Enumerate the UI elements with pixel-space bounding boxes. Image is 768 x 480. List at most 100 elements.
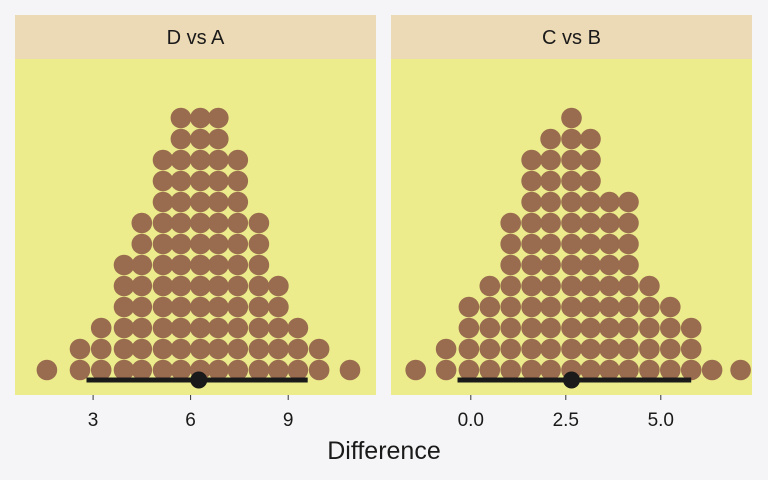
dot [540,254,561,276]
dot [152,233,174,255]
dot [561,275,582,297]
dot [248,359,270,381]
dot [521,254,542,276]
dot [152,170,174,192]
dot [580,212,601,234]
dot [540,317,561,339]
dot [701,359,723,381]
dot [458,359,480,381]
dot [500,254,521,276]
dot [618,254,639,276]
dot [521,359,542,381]
dot [190,296,211,318]
dot [521,149,542,171]
dot [521,212,542,234]
strip-title: C vs B [542,27,601,49]
dot [680,338,702,360]
dot [540,338,561,360]
dot [561,212,582,234]
x-axis-title: Difference [327,437,441,465]
dot [190,191,211,213]
dot [561,128,582,150]
dot [639,296,660,318]
dot [190,338,211,360]
dot [540,275,561,297]
dot [599,317,620,339]
dot [561,170,582,192]
dot [561,254,582,276]
strip-header [391,15,752,59]
dot [268,338,289,360]
dot [190,128,211,150]
dot [561,191,582,213]
dot [227,338,249,360]
dot [131,254,153,276]
strip-title: D vs A [167,27,225,49]
dot [248,233,270,255]
dot [227,233,249,255]
dot [521,191,542,213]
dot [521,233,542,255]
dot [248,296,270,318]
dot [131,275,153,297]
dot [500,233,521,255]
dot [227,170,249,192]
dot [152,275,174,297]
dot [540,233,561,255]
interval-point [190,371,208,389]
dot [90,317,112,339]
dot [639,275,660,297]
dot [680,359,702,381]
dot [521,170,542,192]
dot [208,149,229,171]
x-tick-label: 2.5 [553,410,579,431]
dot [170,170,192,192]
dot [268,275,289,297]
dot [479,338,501,360]
dot [599,359,620,381]
dot [308,338,330,360]
dot [618,317,639,339]
x-tick-label: 3 [88,410,99,431]
dot [131,212,153,234]
dot [500,359,521,381]
dot [308,359,330,381]
dot [131,359,153,381]
dot [152,296,174,318]
dot [599,338,620,360]
dot [458,317,480,339]
dot [599,191,620,213]
dot [170,296,192,318]
dot [113,338,135,360]
dot [152,338,174,360]
dot [599,275,620,297]
dot [599,233,620,255]
dot [521,317,542,339]
dot [561,296,582,318]
dot [580,296,601,318]
dot [208,170,229,192]
dot [458,296,480,318]
panels: D vs A 3 6 9 C vs B 0.0 2.5 5.0 [15,15,752,431]
dot [227,275,249,297]
dot [580,317,601,339]
dot [190,275,211,297]
dot [131,317,153,339]
dot [521,275,542,297]
dot [540,296,561,318]
dot [618,212,639,234]
dot [170,275,192,297]
dot [208,275,229,297]
dot [170,191,192,213]
dot [208,317,229,339]
dot [131,296,153,318]
dot [618,275,639,297]
dot [208,191,229,213]
dot [113,359,135,381]
dot [660,296,681,318]
dot [639,338,660,360]
dot [561,338,582,360]
dot [660,317,681,339]
dot [152,254,174,276]
